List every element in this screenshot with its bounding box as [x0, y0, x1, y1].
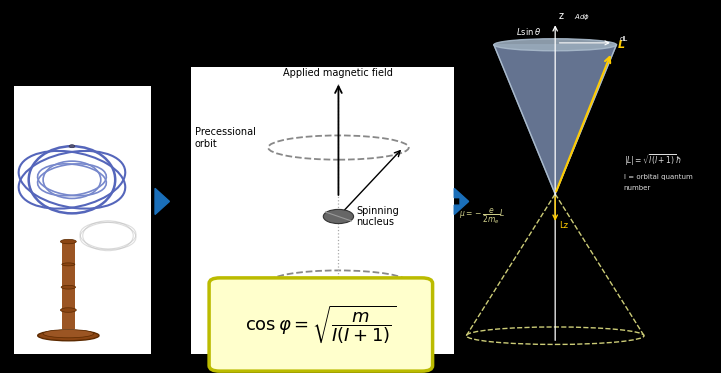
Ellipse shape	[494, 39, 616, 51]
Text: L: L	[617, 41, 624, 50]
FancyBboxPatch shape	[14, 86, 151, 354]
Text: Applied magnetic field: Applied magnetic field	[283, 68, 394, 78]
Ellipse shape	[43, 330, 94, 338]
Ellipse shape	[61, 308, 76, 312]
Text: dL: dL	[620, 36, 628, 42]
Text: $\mu = -\dfrac{e}{2m_e}L$: $\mu = -\dfrac{e}{2m_e}L$	[459, 206, 505, 226]
Text: $\cos\varphi = \sqrt{\dfrac{m}{I(I+1)}}$: $\cos\varphi = \sqrt{\dfrac{m}{I(I+1)}}$	[245, 303, 397, 346]
Ellipse shape	[37, 330, 99, 341]
Text: $L\sin\theta$: $L\sin\theta$	[516, 26, 541, 37]
Ellipse shape	[69, 145, 75, 148]
Text: Spinning
nucleus: Spinning nucleus	[356, 206, 399, 227]
Ellipse shape	[61, 239, 76, 244]
Polygon shape	[494, 45, 616, 194]
Text: $|L| = \sqrt{l(l+1)}\,\hbar$: $|L| = \sqrt{l(l+1)}\,\hbar$	[624, 153, 681, 168]
Bar	[62, 242, 75, 329]
Ellipse shape	[61, 285, 76, 289]
FancyBboxPatch shape	[209, 278, 433, 371]
Text: l = orbital quantum: l = orbital quantum	[624, 174, 692, 180]
Ellipse shape	[323, 209, 353, 223]
Ellipse shape	[62, 263, 75, 266]
Text: Lz: Lz	[559, 220, 568, 229]
FancyBboxPatch shape	[191, 67, 454, 354]
Text: Precessional
orbit: Precessional orbit	[195, 128, 255, 149]
Text: number: number	[624, 185, 651, 191]
FancyArrow shape	[155, 188, 169, 214]
Text: z: z	[559, 11, 564, 21]
FancyArrow shape	[454, 188, 469, 214]
Text: $Ad\phi$: $Ad\phi$	[574, 12, 590, 22]
